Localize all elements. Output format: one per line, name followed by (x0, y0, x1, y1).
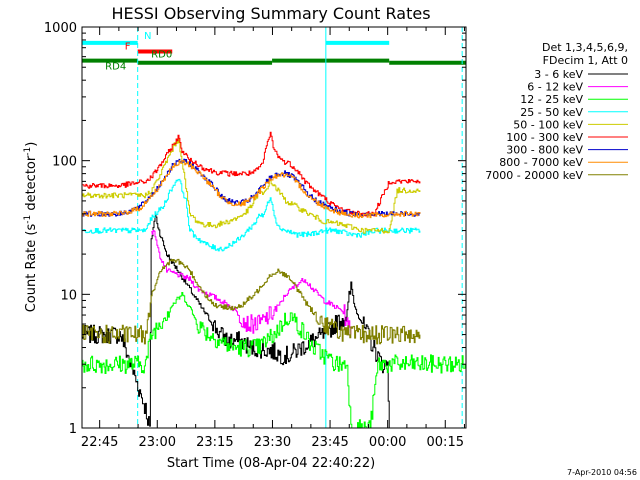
legend-label: 12 - 25 keV (520, 93, 583, 106)
x-tick-label: 23:15 (196, 435, 233, 450)
y-tick-label: 1 (69, 422, 77, 437)
flag-label-rd4: RD4 (105, 62, 126, 73)
legend-label: 50 - 100 keV (513, 118, 583, 131)
legend-label: 800 - 7000 keV (499, 156, 583, 169)
series-6-12-kev (151, 230, 352, 336)
y-label-superscript: -1 (23, 215, 33, 224)
y-label-part: Count Rate (s (24, 224, 39, 313)
series-12-25-kev (82, 292, 466, 429)
chart-title: HESSI Observing Summary Count Rates (111, 4, 430, 23)
footer-date: 7-Apr-2010 04:56 (567, 468, 637, 477)
y-label-part: detector (24, 155, 39, 215)
x-tick-label: 23:45 (311, 435, 348, 450)
y-label-part: ) (24, 142, 39, 147)
series-50-100-kev (82, 138, 421, 234)
series-25-50-kev (82, 178, 421, 252)
series-800-7000-kev (82, 160, 421, 219)
svg-text:Count Rate (s-1 detector-1): Count Rate (s-1 detector-1) (23, 142, 39, 313)
x-tick-label: 00:15 (427, 435, 464, 450)
series-7000-20000-kev (82, 258, 421, 345)
flag-label-rd0: RD0 (151, 50, 172, 61)
y-axis-label: Count Rate (s-1 detector-1) (23, 142, 39, 313)
series-3-6-kev (82, 212, 390, 428)
x-tick-label: 22:45 (81, 435, 118, 450)
x-tick-label: 23:00 (139, 435, 176, 450)
x-tick-label: 00:00 (369, 435, 406, 450)
x-tick-label: 23:30 (254, 435, 291, 450)
legend: Det 1,3,4,5,6,9, FDecim 1, Att 0 3 - 6 k… (485, 41, 628, 182)
legend-label: 300 - 800 keV (506, 144, 583, 157)
legend-label: 7000 - 20000 keV (485, 169, 583, 182)
y-tick-label: 10 (60, 288, 77, 303)
legend-header-line: Det 1,3,4,5,6,9, (542, 41, 628, 54)
legend-label: 100 - 300 keV (506, 131, 583, 144)
legend-label: 25 - 50 keV (520, 106, 583, 119)
y-tick-label: 1000 (44, 21, 77, 36)
legend-header-line: FDecim 1, Att 0 (543, 54, 628, 67)
series-lines (82, 131, 466, 429)
legend-label: 3 - 6 keV (534, 68, 583, 81)
legend-label: 6 - 12 keV (527, 81, 583, 94)
flag-label-f: F (125, 41, 131, 52)
plot-frame (81, 26, 467, 429)
series-100-300-kev (82, 131, 421, 217)
axes: 1 10 100 1000 22:45 23:00 23:15 23:30 23:45 00:00… (44, 21, 467, 450)
x-axis-label: Start Time (08-Apr-04 22:40:22) (167, 456, 375, 471)
y-label-superscript: -1 (23, 147, 33, 156)
flag-bars: N F RD0 RD4 (82, 31, 466, 73)
flag-label-n: N (144, 31, 151, 42)
y-tick-label: 100 (52, 155, 77, 170)
